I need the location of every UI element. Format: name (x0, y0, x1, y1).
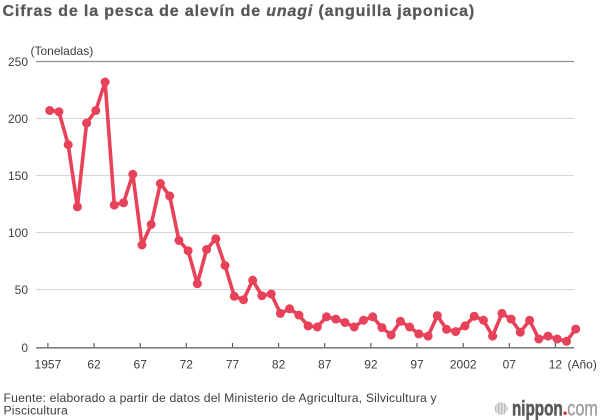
svg-text:Cifras de la pesca de alevín d: Cifras de la pesca de alevín de unagi (a… (3, 3, 476, 20)
svg-text:82: 82 (272, 358, 286, 372)
svg-text:50: 50 (15, 283, 29, 297)
svg-text:07: 07 (503, 358, 517, 372)
svg-text:87: 87 (318, 358, 332, 372)
svg-text:62: 62 (87, 358, 101, 372)
svg-text:150: 150 (8, 169, 28, 183)
svg-text:250: 250 (8, 55, 28, 69)
svg-text:Fuente: elaborado a partir de: Fuente: elaborado a partir de datos del … (4, 391, 438, 405)
svg-text:(Toneladas): (Toneladas) (31, 44, 94, 58)
svg-text:com: com (567, 396, 598, 419)
svg-text:0: 0 (21, 341, 28, 355)
svg-text:67: 67 (134, 358, 148, 372)
svg-text:(Año): (Año) (568, 358, 597, 372)
svg-text:Piscicultura: Piscicultura (4, 403, 69, 417)
svg-text:200: 200 (8, 112, 28, 126)
svg-text:92: 92 (364, 358, 378, 372)
svg-text:2002: 2002 (450, 358, 477, 372)
svg-text:nippon: nippon (512, 396, 563, 420)
svg-text:100: 100 (8, 226, 28, 240)
svg-text:77: 77 (226, 358, 240, 372)
svg-text:97: 97 (410, 358, 424, 372)
svg-text:1957: 1957 (35, 358, 62, 372)
svg-text:12: 12 (549, 358, 563, 372)
svg-text:72: 72 (180, 358, 194, 372)
